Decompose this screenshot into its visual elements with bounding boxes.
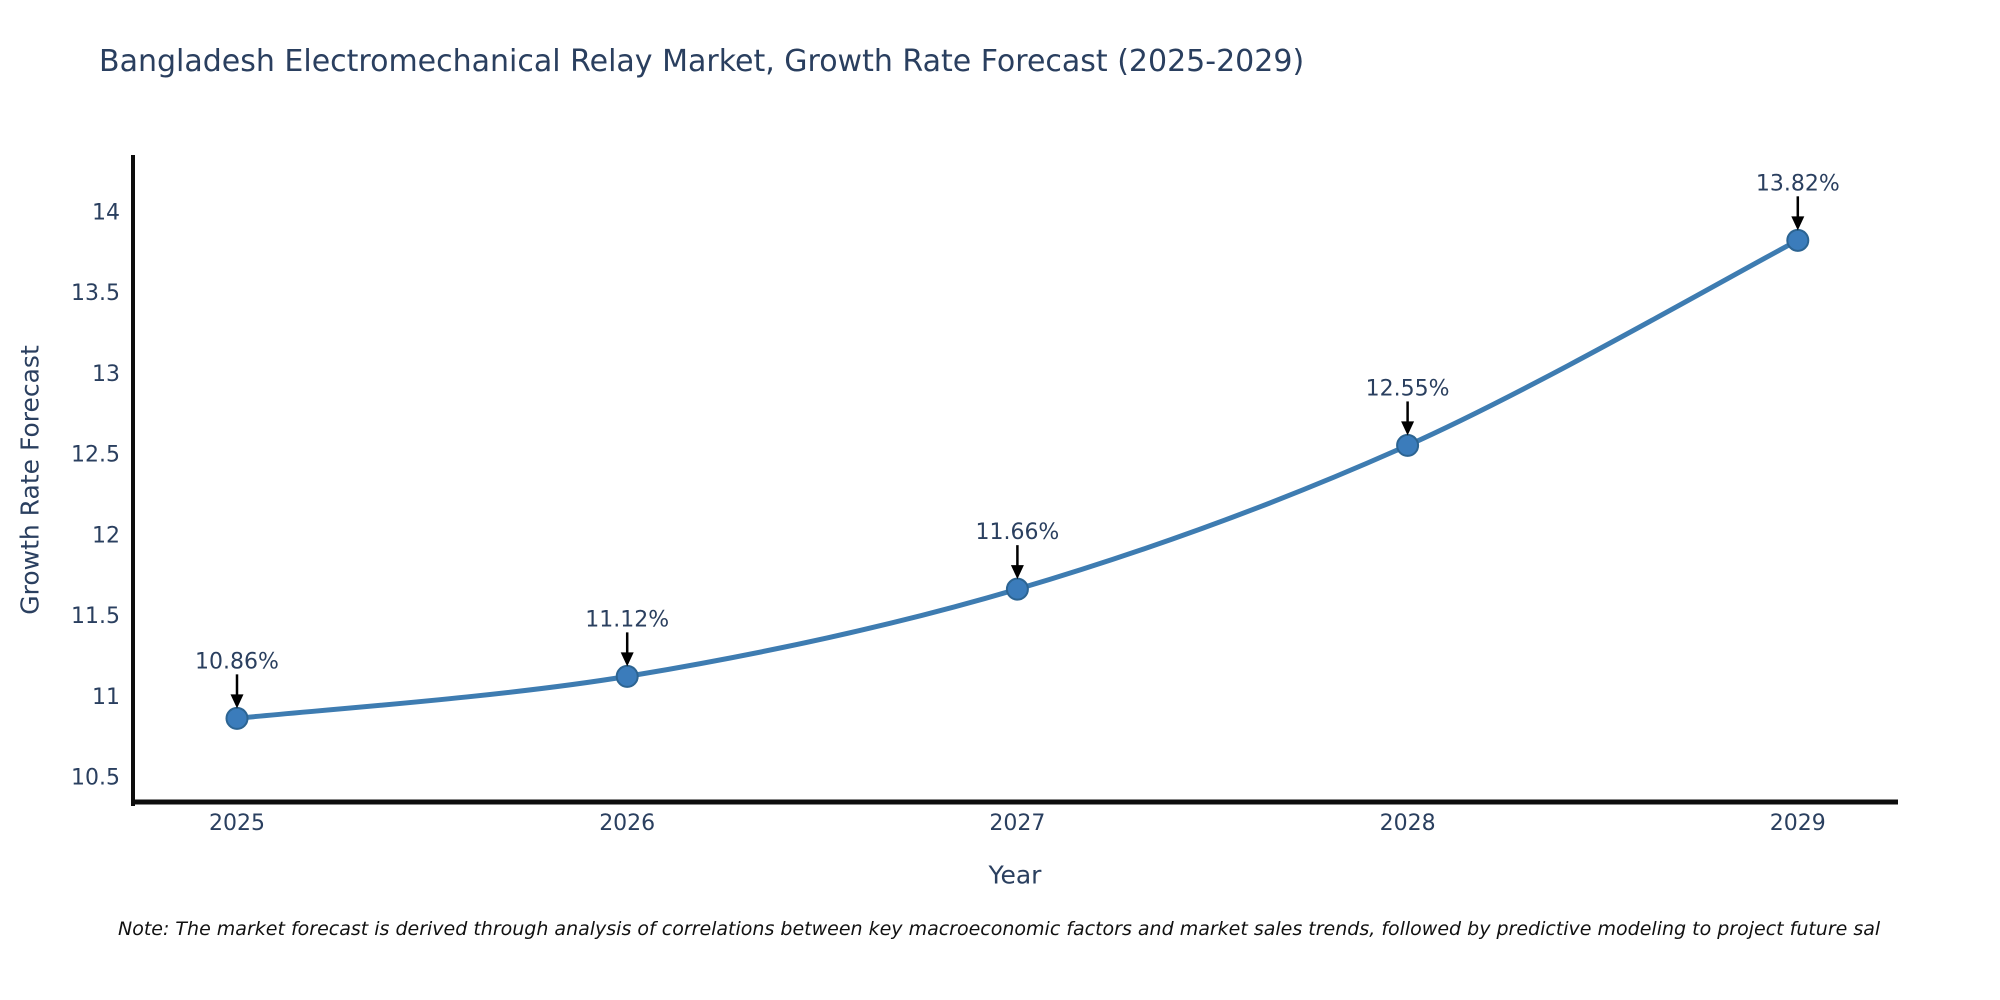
x-tick-label: 2027 (989, 811, 1045, 836)
x-tick-label: 2029 (1770, 811, 1826, 836)
y-tick-label: 13.5 (71, 281, 120, 306)
annotation-arrowhead-icon (1010, 565, 1024, 580)
y-tick-label: 12 (92, 523, 120, 548)
y-tick-label: 11.5 (71, 604, 120, 629)
footnote: Note: The market forecast is derived thr… (118, 918, 1881, 940)
x-tick-label: 2028 (1380, 811, 1436, 836)
y-tick-label: 10.5 (71, 766, 120, 791)
point-annotation-label: 13.82% (1756, 171, 1840, 196)
y-tick-label: 11 (92, 685, 120, 710)
data-point-marker (615, 664, 639, 688)
data-point-marker (1396, 433, 1420, 457)
x-tick-label: 2025 (209, 811, 265, 836)
data-point-marker (1005, 577, 1029, 601)
point-annotation-label: 10.86% (195, 649, 279, 674)
point-annotation-label: 11.12% (585, 607, 669, 632)
line-series-path (234, 237, 1801, 721)
x-axis-title: Year (988, 860, 1042, 890)
y-tick-label: 13 (92, 362, 120, 387)
annotation-arrowhead-icon (1791, 216, 1805, 231)
annotation-arrowhead-icon (1401, 421, 1415, 436)
y-axis-title: Growth Rate Forecast (15, 345, 45, 615)
x-tick-label: 2026 (599, 811, 655, 836)
point-annotation-label: 12.55% (1366, 376, 1450, 401)
chart-title: Bangladesh Electromechanical Relay Marke… (99, 44, 1305, 79)
y-tick-label: 14 (92, 200, 120, 225)
annotation-arrowhead-icon (620, 652, 634, 667)
point-annotation-label: 11.66% (975, 520, 1059, 545)
annotation-arrowhead-icon (230, 694, 244, 709)
y-tick-label: 12.5 (71, 443, 120, 468)
data-point-marker (1786, 228, 1810, 252)
data-point-marker (225, 706, 249, 730)
